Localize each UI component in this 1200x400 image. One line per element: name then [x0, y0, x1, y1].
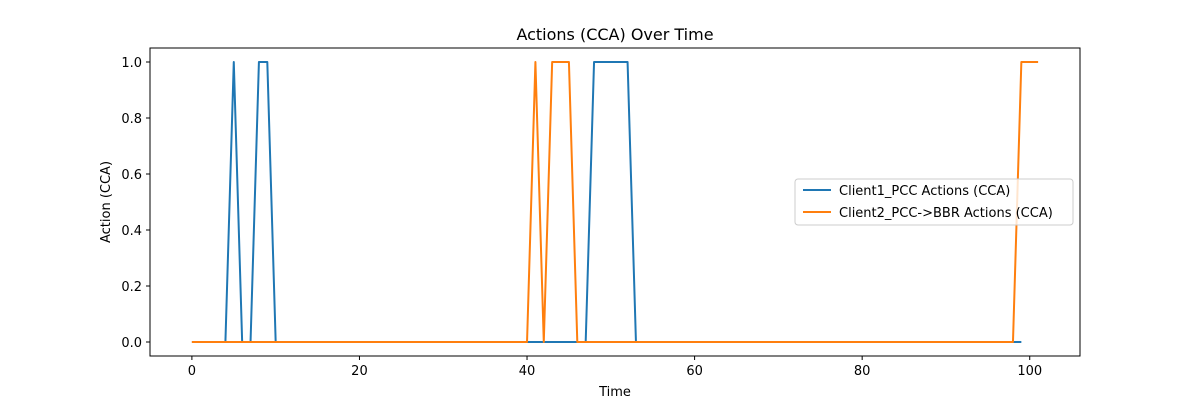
x-tick-label: 20: [351, 364, 368, 379]
series-line-1: [191, 61, 1022, 343]
x-tick-label: 100: [1017, 364, 1042, 379]
legend: Client1_PCC Actions (CCA) Client2_PCC->BB…: [794, 178, 1074, 226]
y-tick-label: 0.0: [121, 336, 142, 351]
y-axis: 0.0 0.2 0.4 0.6 0.8 1.0: [121, 56, 150, 351]
x-axis-title: Time: [598, 385, 631, 400]
x-tick-label: 40: [519, 364, 536, 379]
y-tick-label: 0.4: [121, 224, 142, 239]
y-tick-label: 0.8: [121, 112, 142, 127]
x-tick-label: 0: [188, 364, 196, 379]
plot-frame: [149, 47, 1081, 357]
x-tick-label: 80: [854, 364, 871, 379]
y-axis-title: Action (CCA): [99, 161, 114, 243]
x-tick-label: 60: [686, 364, 703, 379]
y-tick-label: 0.6: [121, 168, 142, 183]
y-tick-label: 1.0: [121, 56, 142, 71]
legend-box: [794, 178, 1074, 226]
legend-label: Client2_PCC->BBR Actions (CCA): [839, 206, 1053, 221]
chart-title: Actions (CCA) Over Time: [516, 25, 713, 44]
x-axis: 0 20 40 60 80 100: [188, 356, 1042, 379]
y-tick-label: 0.2: [121, 280, 142, 295]
legend-label: Client1_PCC Actions (CCA): [839, 184, 1010, 199]
